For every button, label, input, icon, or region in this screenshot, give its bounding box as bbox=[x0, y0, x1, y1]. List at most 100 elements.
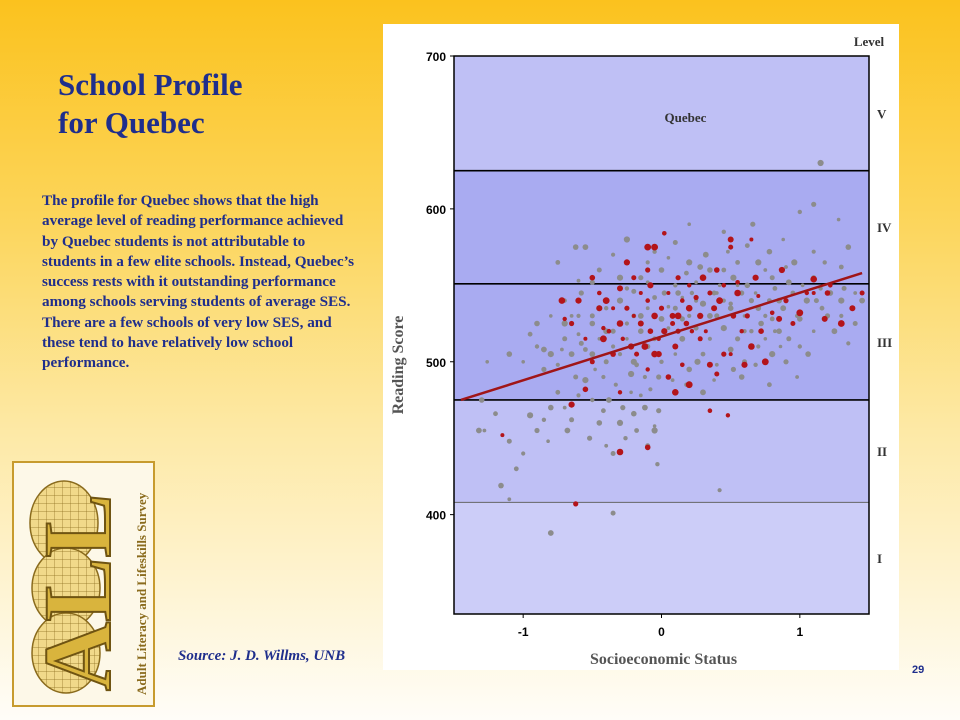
grey-data-point bbox=[721, 267, 727, 273]
red-data-point bbox=[707, 290, 713, 296]
grey-data-point bbox=[658, 267, 665, 273]
grey-data-point bbox=[778, 344, 783, 349]
red-data-point bbox=[600, 335, 607, 343]
red-data-point bbox=[658, 305, 665, 311]
grey-data-point bbox=[753, 362, 758, 367]
red-data-point bbox=[631, 313, 636, 318]
y-tick-label: 500 bbox=[426, 356, 446, 370]
grey-data-point bbox=[658, 316, 665, 322]
red-data-point bbox=[693, 294, 699, 301]
grey-data-point bbox=[534, 344, 540, 349]
grey-data-point bbox=[493, 411, 498, 417]
grey-data-point bbox=[610, 510, 616, 516]
grey-data-point bbox=[763, 313, 768, 318]
grey-data-point bbox=[763, 268, 768, 272]
slide-title-line1: School Profile bbox=[58, 67, 243, 102]
grey-data-point bbox=[656, 408, 662, 414]
grey-data-point bbox=[756, 344, 761, 349]
grey-data-point bbox=[730, 274, 737, 281]
grey-data-point bbox=[555, 260, 561, 265]
grey-data-point bbox=[811, 201, 817, 207]
data-points bbox=[476, 159, 865, 536]
red-data-point bbox=[739, 329, 744, 334]
grey-data-point bbox=[623, 236, 630, 243]
red-data-point bbox=[665, 374, 672, 380]
red-data-point bbox=[672, 389, 679, 396]
grey-data-point bbox=[596, 420, 603, 426]
grey-data-point bbox=[707, 267, 713, 273]
red-data-point bbox=[711, 305, 718, 312]
grey-data-point bbox=[803, 297, 810, 304]
grey-data-point bbox=[694, 358, 701, 365]
red-data-point bbox=[617, 285, 623, 292]
grey-data-point bbox=[648, 387, 653, 392]
grey-data-point bbox=[672, 305, 678, 311]
grey-data-point bbox=[578, 340, 584, 346]
description-text: The profile for Quebec shows that the hi… bbox=[42, 192, 355, 372]
red-data-point bbox=[569, 320, 575, 327]
level-label: III bbox=[877, 335, 892, 350]
red-data-point bbox=[728, 352, 733, 357]
grey-data-point bbox=[726, 249, 730, 254]
grey-data-point bbox=[694, 280, 698, 285]
grey-data-point bbox=[853, 291, 858, 295]
grey-data-point bbox=[714, 313, 720, 319]
grey-data-point bbox=[744, 282, 751, 289]
grey-data-point bbox=[748, 298, 754, 304]
scatter-chart-panel: 400 500 600 700 -1 0 1 I II III IV V Quebec Level… bbox=[383, 24, 899, 670]
grey-data-point bbox=[655, 462, 660, 467]
grey-data-point bbox=[638, 275, 644, 281]
red-data-point bbox=[637, 320, 644, 327]
grey-data-point bbox=[838, 297, 845, 304]
grey-data-point bbox=[604, 443, 609, 448]
level-band bbox=[454, 170, 869, 284]
grey-data-point bbox=[687, 222, 691, 226]
grey-data-point bbox=[596, 267, 602, 273]
grey-data-point bbox=[589, 351, 596, 357]
logo-caption: Adult Literacy and Lifeskills Survey bbox=[134, 492, 149, 695]
red-data-point bbox=[620, 336, 625, 341]
grey-data-point bbox=[603, 359, 609, 365]
grey-data-point bbox=[506, 438, 512, 444]
grey-data-point bbox=[572, 244, 579, 250]
grey-data-point bbox=[781, 237, 785, 242]
regression-line bbox=[460, 271, 863, 402]
red-data-point bbox=[749, 237, 754, 242]
logo-letters: ALL bbox=[24, 494, 131, 691]
red-data-point bbox=[716, 297, 723, 304]
red-data-point bbox=[616, 320, 624, 327]
red-data-point bbox=[703, 329, 708, 334]
grey-data-point bbox=[675, 290, 681, 296]
grey-data-point bbox=[589, 320, 596, 327]
level-band bbox=[454, 399, 869, 503]
red-data-point bbox=[589, 274, 596, 281]
level-label: V bbox=[877, 106, 887, 121]
red-data-point bbox=[680, 298, 685, 303]
grey-data-point bbox=[652, 424, 657, 428]
grey-data-point bbox=[645, 260, 650, 265]
grey-data-point bbox=[711, 290, 717, 296]
red-data-point bbox=[849, 305, 856, 312]
grey-data-point bbox=[699, 300, 707, 307]
grey-data-point bbox=[628, 370, 635, 378]
grey-data-point bbox=[589, 279, 595, 285]
grey-data-point bbox=[547, 351, 554, 358]
grey-data-point bbox=[569, 417, 575, 423]
red-data-point bbox=[616, 448, 624, 456]
grey-data-point bbox=[702, 251, 709, 258]
red-data-point bbox=[685, 304, 693, 312]
red-data-point bbox=[778, 266, 785, 274]
grey-data-point bbox=[617, 352, 623, 357]
red-data-point bbox=[500, 433, 505, 438]
grey-data-point bbox=[661, 290, 667, 296]
grey-data-point bbox=[482, 428, 487, 433]
grey-data-point bbox=[712, 378, 716, 382]
grey-data-point bbox=[791, 259, 798, 266]
red-data-point bbox=[811, 291, 816, 295]
grey-data-point bbox=[631, 288, 637, 294]
globe-grid-icon bbox=[32, 613, 100, 693]
grey-data-point bbox=[527, 412, 534, 419]
grey-data-point bbox=[786, 336, 792, 342]
red-data-point bbox=[617, 390, 623, 395]
